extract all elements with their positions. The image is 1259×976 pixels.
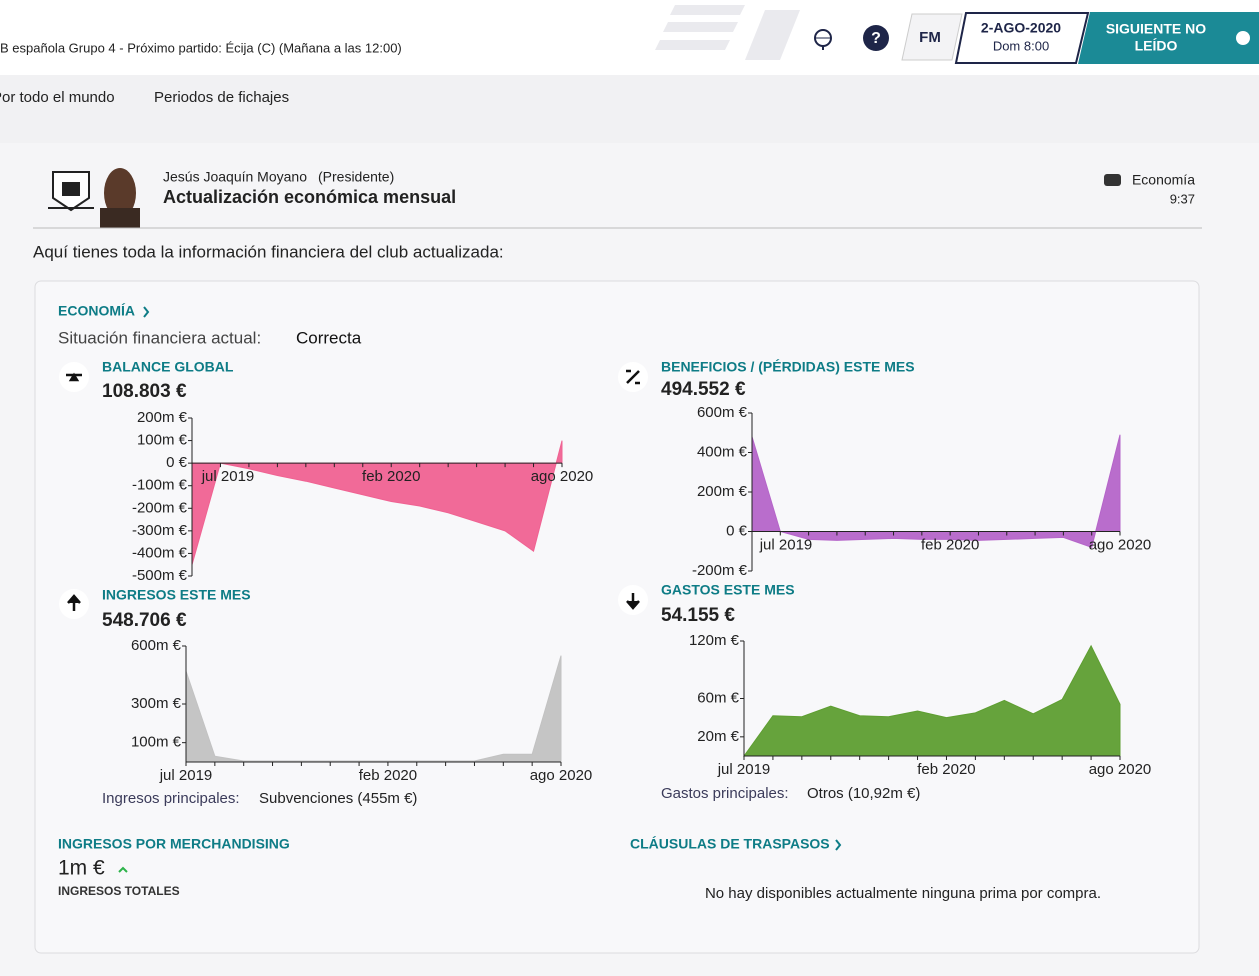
chart-headline: 548.706 € bbox=[102, 610, 187, 631]
nav-link[interactable]: Periodos de fichajes bbox=[154, 89, 289, 106]
subject: Actualización económica mensual bbox=[163, 187, 456, 207]
area bbox=[751, 434, 1121, 548]
chevron bbox=[835, 839, 842, 851]
x-tick-label: ago 2020 bbox=[531, 468, 594, 485]
next-icon bbox=[1236, 31, 1250, 45]
nav-bar bbox=[0, 75, 1259, 143]
y-tick-label: 0 € bbox=[166, 454, 188, 471]
y-tick-label: -200m € bbox=[132, 499, 188, 516]
svg-text:?: ? bbox=[871, 30, 881, 47]
area bbox=[191, 440, 563, 565]
status-label: Situación financiera actual: bbox=[58, 328, 261, 347]
y-tick-label: 20m € bbox=[697, 728, 739, 745]
y-tick-label: -400m € bbox=[132, 544, 188, 561]
area bbox=[743, 644, 1121, 757]
chart: GASTOS ESTE MES 54.155 € 120m € 60m € 20m € j… bbox=[618, 582, 1151, 802]
x-tick-label: feb 2020 bbox=[917, 761, 975, 778]
status-value: Correcta bbox=[296, 328, 362, 347]
x-tick-label: jul 2019 bbox=[717, 761, 771, 778]
icon bbox=[626, 593, 640, 610]
y-tick-label: -500m € bbox=[132, 567, 188, 584]
globe-button[interactable] bbox=[814, 29, 832, 50]
sender-role: (Presidente) bbox=[318, 169, 394, 185]
chart: BENEFICIOS / (PÉRDIDAS) ESTE MES 494.552 … bbox=[618, 359, 1151, 579]
date-box bbox=[954, 12, 1090, 64]
icon bbox=[66, 372, 82, 382]
y-tick-label: 300m € bbox=[131, 695, 182, 712]
fm-button[interactable] bbox=[901, 13, 963, 61]
chart-title: GASTOS ESTE MES bbox=[661, 582, 795, 598]
transfers-title[interactable]: CLÁUSULAS DE TRASPASOS bbox=[630, 836, 830, 852]
x-tick-label: jul 2019 bbox=[159, 767, 213, 784]
panel-heading[interactable]: ECONOMÍA bbox=[58, 303, 135, 319]
chart-headline: 108.803 € bbox=[102, 381, 187, 402]
x-tick-label: feb 2020 bbox=[921, 536, 979, 553]
icon bbox=[67, 594, 81, 611]
tag: Economía bbox=[1132, 172, 1195, 188]
intro: Aquí tienes toda la información financie… bbox=[33, 242, 504, 261]
y-tick-label: -200m € bbox=[692, 562, 748, 579]
merch-value: 1m € bbox=[58, 857, 105, 880]
next-button[interactable] bbox=[1078, 12, 1259, 64]
next-label: SIGUIENTE NO bbox=[1106, 21, 1206, 37]
merch-title: INGRESOS POR MERCHANDISING bbox=[58, 836, 290, 852]
chart: INGRESOS ESTE MES 548.706 € 600m € 300m € 10… bbox=[59, 587, 592, 807]
y-tick-label: 0 € bbox=[726, 522, 748, 539]
date: 2-AGO-2020 bbox=[981, 20, 1061, 36]
y-tick-label: 120m € bbox=[689, 632, 740, 649]
y-tick-label: -300m € bbox=[132, 522, 188, 539]
chart-icon bbox=[618, 362, 648, 392]
club-crest bbox=[48, 171, 94, 212]
footnote-label: Gastos principales: bbox=[661, 785, 789, 802]
tag-icon bbox=[1104, 174, 1121, 186]
x-tick-label: feb 2020 bbox=[359, 767, 417, 784]
x-tick-label: jul 2019 bbox=[759, 536, 813, 553]
y-tick-label: 100m € bbox=[131, 734, 182, 751]
chart-icon bbox=[59, 589, 89, 619]
fm-logo: FM bbox=[919, 29, 941, 46]
time: Dom 8:00 bbox=[993, 38, 1049, 53]
y-tick-label: -100m € bbox=[132, 477, 188, 494]
y-tick-label: 600m € bbox=[131, 637, 182, 654]
area bbox=[185, 655, 562, 763]
status-text: B española Grupo 4 - Próximo partido: Éc… bbox=[0, 40, 402, 55]
chart-title: BALANCE GLOBAL bbox=[102, 359, 234, 375]
x-tick-label: ago 2020 bbox=[1089, 761, 1152, 778]
x-tick-label: jul 2019 bbox=[201, 468, 255, 485]
chart-headline: 494.552 € bbox=[661, 379, 746, 400]
y-tick-label: 60m € bbox=[697, 689, 739, 706]
x-tick-label: feb 2020 bbox=[362, 468, 420, 485]
message-time: 9:37 bbox=[1170, 191, 1195, 206]
finance-panel bbox=[34, 280, 1200, 954]
chevron bbox=[143, 306, 150, 318]
y-tick-label: 200m € bbox=[137, 409, 188, 426]
president-photo bbox=[100, 168, 140, 228]
y-tick-label: 600m € bbox=[697, 404, 748, 421]
help-button[interactable]: ? bbox=[863, 25, 889, 51]
chart-headline: 54.155 € bbox=[661, 605, 735, 626]
x-tick-label: ago 2020 bbox=[530, 767, 593, 784]
merch-sub: INGRESOS TOTALES bbox=[58, 884, 180, 898]
nav-link[interactable]: Por todo el mundo bbox=[0, 89, 115, 106]
top-decoration bbox=[655, 5, 800, 60]
y-tick-label: 400m € bbox=[697, 443, 748, 460]
transfers-text: No hay disponibles actualmente ninguna p… bbox=[705, 885, 1101, 902]
trend-up bbox=[118, 866, 128, 873]
footnote: Otros (10,92m €) bbox=[807, 785, 920, 802]
icon bbox=[626, 369, 640, 385]
next-label: LEÍDO bbox=[1135, 38, 1178, 54]
chart-icon bbox=[59, 362, 89, 392]
chart-title: INGRESOS ESTE MES bbox=[102, 587, 251, 603]
y-tick-label: 200m € bbox=[697, 483, 748, 500]
sender: Jesús Joaquín Moyano bbox=[163, 169, 307, 185]
x-tick-label: ago 2020 bbox=[1089, 536, 1152, 553]
footnote-label: Ingresos principales: bbox=[102, 790, 240, 807]
y-tick-label: 100m € bbox=[137, 432, 188, 449]
chart: BALANCE GLOBAL 108.803 € 200m € 100m € 0 € -1… bbox=[59, 359, 593, 584]
chart-title: BENEFICIOS / (PÉRDIDAS) ESTE MES bbox=[661, 359, 915, 375]
chart-icon bbox=[618, 585, 648, 615]
footnote: Subvenciones (455m €) bbox=[259, 790, 417, 807]
